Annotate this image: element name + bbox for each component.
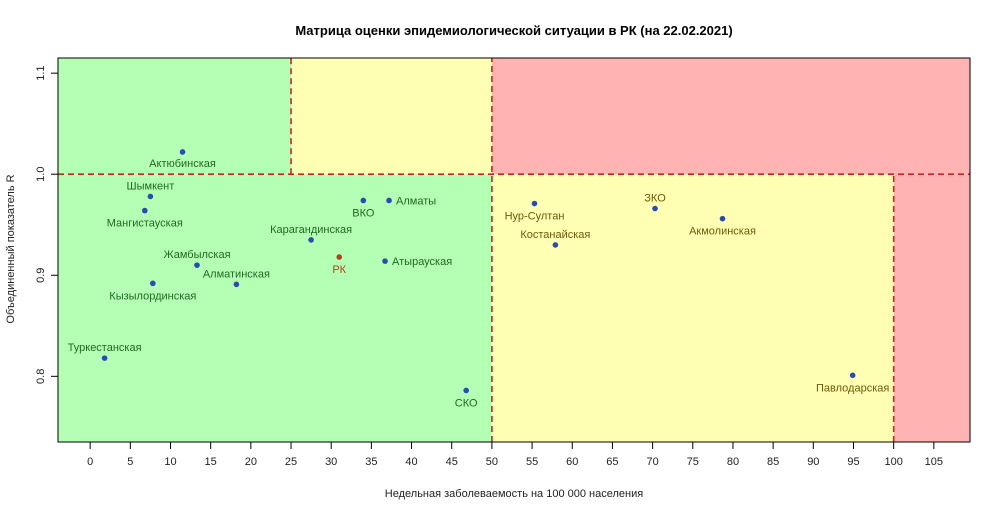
data-point (194, 262, 200, 268)
x-tick-label: 50 (486, 456, 498, 468)
point-label: ВКО (352, 207, 375, 219)
zones-layer (58, 58, 970, 443)
points-layer: Актюбинская Шымкент Мангистауская Жамбылска… (68, 149, 889, 409)
point-label: Костанайская (520, 229, 590, 241)
x-tick-label: 35 (365, 456, 377, 468)
x-tick-label: 5 (127, 456, 133, 468)
y-tick-label: 1.1 (35, 66, 47, 81)
data-point (336, 254, 343, 260)
point-label: РК (332, 264, 346, 276)
point-label: Алматы (396, 195, 436, 207)
point-label: Атырауская (392, 256, 452, 268)
data-point (849, 372, 856, 379)
x-tick-label: 0 (87, 456, 93, 468)
data-point (386, 197, 392, 204)
point-label: Нур-Султан (505, 211, 565, 223)
x-axis-label: Недельная заболеваемость на 100 000 насе… (385, 488, 643, 500)
x-tick-label: 80 (727, 456, 739, 468)
x-tick-label: 40 (405, 456, 417, 468)
data-point (652, 205, 658, 212)
yellow-zone-upper (291, 58, 492, 175)
x-tick-label: 55 (526, 456, 538, 468)
yellow-zone-lower (491, 174, 894, 443)
data-point (360, 197, 367, 204)
x-tick-label: 60 (566, 456, 578, 468)
red-zone-upper (491, 58, 970, 175)
point-label: Карагандинская (270, 224, 352, 236)
y-tick-label: 0.8 (35, 369, 47, 384)
x-tick-label: 105 (925, 456, 943, 468)
green-zone-upper (58, 58, 292, 175)
data-point (150, 280, 156, 287)
x-tick-label: 45 (446, 456, 458, 468)
x-tick-label: 70 (646, 456, 658, 468)
chart-title: Матрица оценки эпидемиологической ситуац… (295, 23, 732, 38)
y-tick-label: 0.9 (35, 268, 47, 283)
x-tick-label: 90 (807, 456, 819, 468)
y-tick-label: 1.0 (35, 167, 47, 182)
data-point (552, 242, 559, 248)
x-axis: 0 5 10 15 20 25 30 35 40 45 50 55 60 65 70 75 80 85 90 95 10… (87, 441, 943, 468)
data-point (179, 149, 186, 155)
data-point (382, 258, 388, 264)
x-tick-label: 20 (245, 456, 257, 468)
y-axis-label: Объединенный показатель R (5, 174, 17, 323)
x-tick-label: 75 (687, 456, 699, 468)
data-point (308, 237, 314, 243)
data-point (463, 387, 469, 394)
point-label: Актюбинская (149, 158, 216, 170)
red-zone-lower (893, 174, 970, 443)
point-label: Туркестанская (68, 342, 142, 354)
point-label: Акмолинская (689, 226, 756, 238)
point-label: СКО (455, 397, 478, 409)
green-zone (58, 174, 492, 443)
data-point (531, 200, 538, 207)
data-point (233, 281, 240, 288)
point-label: Павлодарская (816, 382, 889, 394)
x-tick-label: 25 (285, 456, 297, 468)
point-label: Шымкент (127, 180, 175, 192)
threshold-lines-layer (58, 58, 970, 442)
point-label: ЗКО (644, 193, 666, 205)
x-tick-label: 95 (847, 456, 859, 468)
point-label: Мангистауская (107, 218, 183, 230)
point-label: Жамбылская (163, 249, 230, 261)
x-tick-label: 100 (884, 456, 902, 468)
x-tick-label: 15 (205, 456, 217, 468)
point-label: Алматинская (203, 268, 270, 280)
data-point (719, 215, 726, 222)
x-tick-label: 65 (606, 456, 618, 468)
data-point (147, 193, 154, 200)
x-tick-label: 30 (325, 456, 337, 468)
data-point (101, 355, 108, 361)
data-point (141, 207, 148, 214)
x-tick-label: 85 (767, 456, 779, 468)
point-label: Кызылординская (109, 290, 196, 302)
x-tick-label: 10 (164, 456, 176, 468)
y-axis: 0.8 0.9 1.0 1.1 (35, 66, 58, 384)
